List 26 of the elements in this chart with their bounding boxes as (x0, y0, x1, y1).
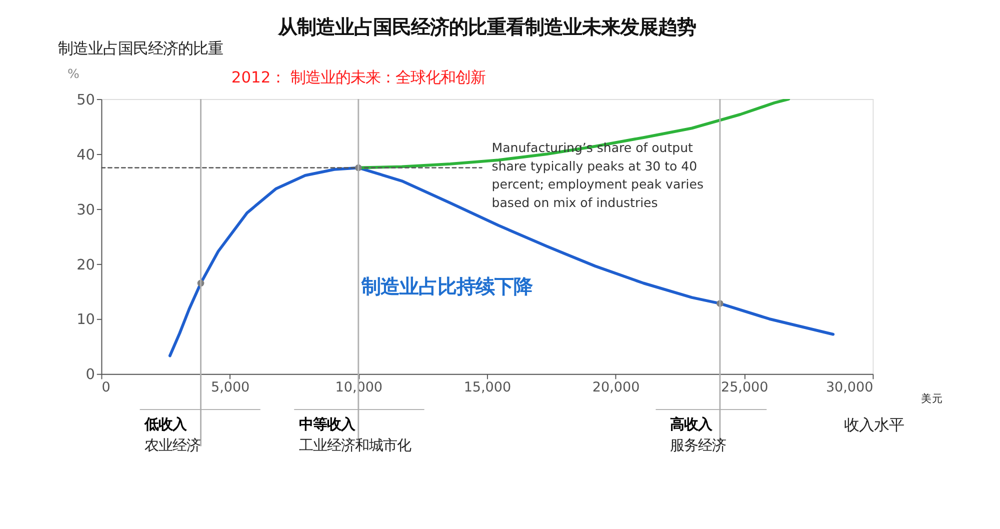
text: 低收入 (144, 416, 188, 433)
y-tick-label: 20 (76, 257, 95, 274)
x-tick-label: 0 (102, 380, 110, 396)
annotation: Manufacturing’s share of output share typically peaks at 30 to 40 percent; employment peak varies based on mix of industries (492, 140, 704, 210)
text: % (68, 66, 80, 81)
x-tick-label: 25,000 (720, 380, 768, 396)
x-tick-label: 5,000 (210, 380, 250, 396)
chart-subtitle: 2012： 制造业的未来：全球化和创新 (231, 68, 486, 87)
x-tick-label: 20,000 (592, 380, 640, 396)
text: 美元 (920, 392, 943, 405)
x-tick-label: 15,000 (464, 380, 512, 396)
y-tick-label: 40 (76, 147, 95, 164)
y-tick-label: 0 (86, 367, 95, 384)
y-tick-label: 10 (76, 312, 95, 328)
text: 农业经济 (144, 438, 201, 454)
text: 服务经济 (670, 438, 726, 454)
text: 中等收入 (298, 416, 356, 433)
text: 高收入 (670, 416, 714, 433)
y-axis-title: 制造业占国民经济的比重 (58, 40, 223, 58)
text: 工业经济和城市化 (298, 438, 411, 454)
y-tick-label: 30 (76, 202, 95, 218)
annotation: 制造业占比持续下降 (360, 274, 534, 298)
chart-title: 从制造业占国民经济的比重看制造业未来发展趋势 (276, 15, 696, 38)
x-axis-title: 收入水平 (844, 416, 904, 434)
x-tick-label: 30,000 (826, 380, 874, 396)
y-tick-label: 50 (76, 92, 95, 108)
